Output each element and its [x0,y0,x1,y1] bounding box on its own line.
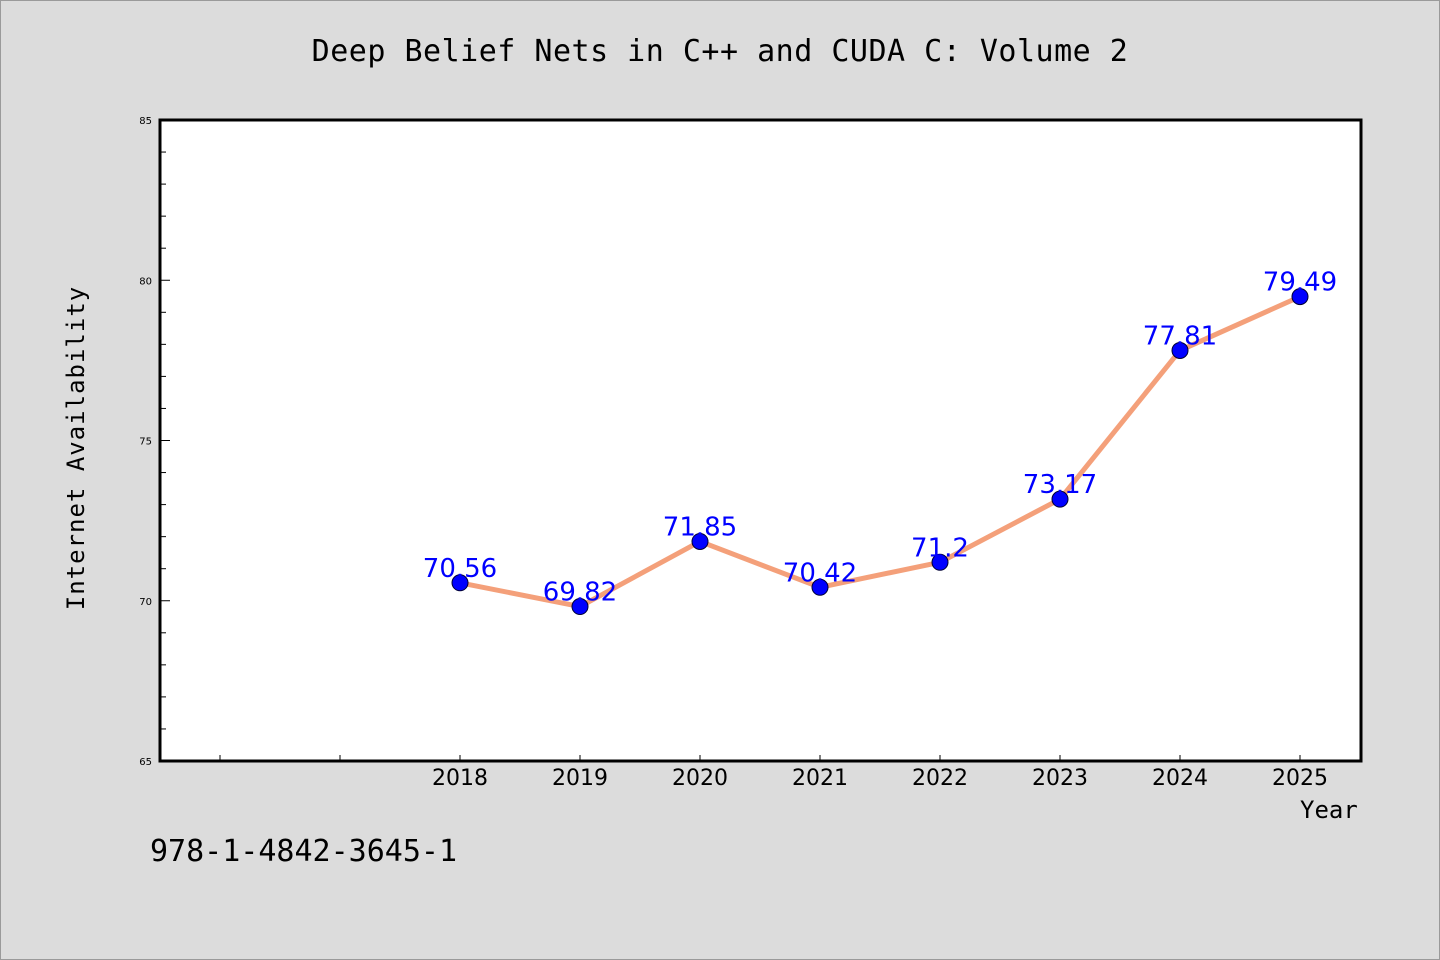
x-axis-ticks: 2018 2019 2020 2021 2022 2023 2024 2025 [219,755,1328,791]
data-label: 79.49 [1263,268,1337,298]
data-label: 71.2 [911,533,969,563]
data-point-marker[interactable] [1291,288,1309,306]
x-tick-label: 2025 [1272,766,1328,791]
data-point-marker[interactable] [811,578,829,596]
x-tick-label: 2023 [1032,766,1088,791]
data-labels-group: 70.56 69.82 71.85 70.42 71.2 73.17 77.81 79.49 [423,268,1337,608]
data-point-marker[interactable] [691,532,709,550]
series-markers-group [451,288,1309,616]
data-point-marker[interactable] [931,553,949,571]
data-point-marker[interactable] [571,598,589,616]
data-label: 70.42 [783,558,857,588]
data-label: 77.81 [1143,321,1217,351]
series-line [457,294,1303,610]
y-tick-label: 80 [139,276,152,287]
y-tick-label: 75 [139,437,152,448]
data-label: 69.82 [543,578,617,608]
y-tick-label: 70 [139,597,152,608]
x-tick-label: 2024 [1152,766,1208,791]
y-tick-label: 85 [139,116,152,127]
data-label: 71.85 [663,512,737,542]
data-point-marker[interactable] [451,574,469,592]
x-tick-label: 2019 [552,766,608,791]
series-line-group [457,294,1303,610]
footer-isbn: 978-1-4842-3645-1 [150,834,458,869]
chart-title: Deep Belief Nets in C++ and CUDA C: Volu… [311,34,1129,69]
data-point-marker[interactable] [1051,490,1069,508]
x-axis-label: Year [1300,796,1358,824]
plot-area [158,118,1363,763]
x-tick-label: 2020 [672,766,728,791]
x-tick-label: 2018 [432,766,488,791]
x-tick-label: 2022 [912,766,968,791]
y-axis-ticks: 65 70 75 80 85 [139,116,170,768]
x-tick-label: 2021 [792,766,848,791]
y-tick-label: 65 [139,757,152,768]
data-point-marker[interactable] [1171,341,1189,359]
data-label: 73.17 [1023,470,1097,500]
data-label: 70.56 [423,554,497,584]
